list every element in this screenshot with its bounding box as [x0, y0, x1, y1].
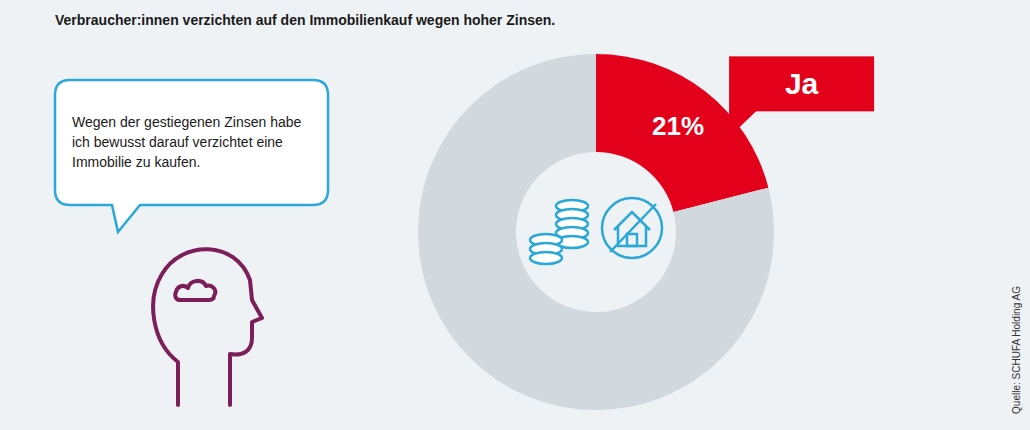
- html-text:Wegen der gestiegenen Zinsen h: Wegen der gestiegenen Zinsen habe ich be…: [72, 114, 302, 170]
- svg-text:21%: 21%: [652, 111, 704, 141]
- svg-text:Quelle: SCHUFA Holding AG: Quelle: SCHUFA Holding AG: [1011, 286, 1022, 414]
- svg-text:Ja: Ja: [785, 67, 819, 100]
- html-text:Verbraucher:innen verzichten a: Verbraucher:innen verzichten auf den Imm…: [55, 12, 556, 28]
